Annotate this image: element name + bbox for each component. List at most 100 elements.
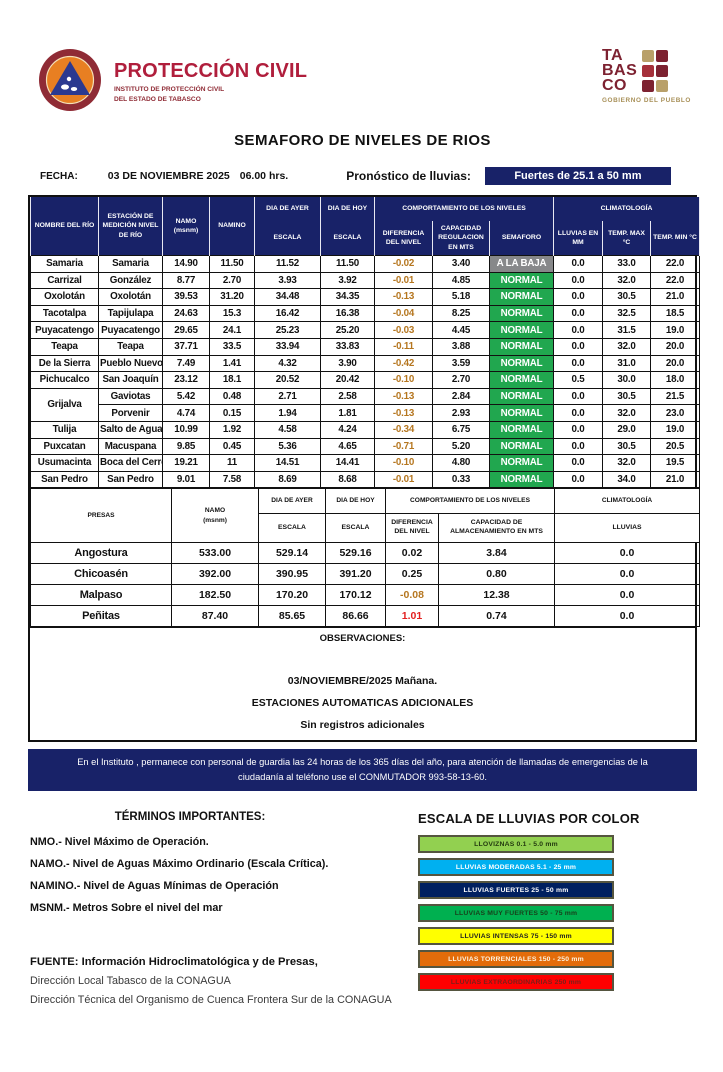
presa-lluvia-cell: 0.0 [554, 605, 701, 628]
capacidad-cell: 0.33 [432, 470, 490, 489]
term-item: NAMO.- Nivel de Aguas Máximo Ordinario (… [30, 858, 329, 871]
col-namo-line1: NAMO [175, 217, 197, 225]
temp-min-cell: 19.5 [650, 454, 701, 472]
temp-min-cell: 22.0 [650, 271, 701, 290]
escala-ayer-cell: 5.36 [254, 437, 321, 456]
capacidad-cell: 2.84 [432, 387, 490, 406]
capacidad-cell: 6.75 [432, 420, 490, 439]
namo-cell: 8.77 [162, 271, 210, 290]
col-presas-dia-ayer: DIA DE AYER [258, 488, 326, 515]
escala-ayer-cell: 25.23 [254, 321, 321, 339]
presa-diferencia-cell: 0.25 [385, 563, 439, 586]
col-estacion: ESTACIÓN DE MEDICIÓN NIVEL DE RÍO [98, 197, 163, 256]
observation-line: ESTACIONES AUTOMATICAS ADICIONALES [251, 697, 474, 710]
semaforo-badge: NORMAL [488, 321, 555, 339]
col-presas-namo: NAMO (msnm) [171, 488, 259, 544]
semaforo-badge: NORMAL [488, 454, 555, 472]
station-name-cell: Porvenir [98, 404, 163, 422]
capacidad-cell: 3.59 [432, 354, 490, 373]
tabasco-logo-row3: CO [602, 78, 691, 94]
tabasco-glyph-icon [655, 79, 668, 92]
page-title: SEMAFORO DE NIVELES DE RIOS [234, 132, 491, 149]
diferencia-cell: -0.13 [374, 404, 433, 422]
rain-scale-list: LLOVIZNAS 0.1 - 5.0 mm LLUVIAS MODERADAS … [418, 835, 668, 992]
temp-min-cell: 20.5 [650, 437, 701, 456]
semaforo-badge: NORMAL [488, 354, 555, 373]
station-name-cell: Oxolotán [98, 288, 163, 306]
brand-text: PROTECCIÓN CIVIL INSTITUTO DE PROTECCIÓN… [114, 60, 307, 105]
presa-row: Angostura 533.00 529.14 529.16 0.02 3.84 0.0 [30, 542, 701, 565]
namo-cell: 19.21 [162, 454, 210, 472]
temp-max-cell: 33.0 [602, 255, 652, 273]
temp-max-cell: 32.0 [602, 454, 652, 472]
presa-name-cell: Malpaso [30, 584, 172, 607]
escala-hoy-cell: 8.68 [320, 470, 375, 489]
river-row: Samaria Samaria 14.90 11.50 11.52 11.50 -0.02 3… [30, 255, 701, 273]
col-escala-ayer: ESCALA [254, 221, 321, 256]
station-name-cell: Samaria [98, 255, 163, 273]
org-subtitle-line2: DEL ESTADO DE TABASCO [114, 96, 201, 103]
namino-cell: 0.48 [209, 387, 255, 406]
col-presas-lluvias: LLUVIAS [554, 513, 701, 544]
lluvia-cell: 0.0 [553, 354, 604, 373]
temp-min-cell: 21.0 [650, 288, 701, 306]
presa-lluvia-cell: 0.0 [554, 584, 701, 607]
temp-min-cell: 22.0 [650, 255, 701, 273]
presa-diferencia-cell: 0.02 [385, 542, 439, 565]
col-namo-line2: (msnm) [173, 227, 199, 234]
capacidad-cell: 2.70 [432, 371, 490, 389]
river-name-cell: Usumacinta [30, 454, 99, 472]
pronostico-badge: Fuertes de 25.1 a 50 mm [484, 167, 671, 185]
lluvia-cell: 0.0 [553, 404, 604, 422]
station-name-cell: Puyacatengo [98, 321, 163, 339]
rain-scale-bar: LLUVIAS INTENSAS 75 - 150 mm [418, 927, 614, 946]
station-name-cell: Teapa [98, 337, 163, 356]
semaforo-badge: NORMAL [488, 337, 555, 356]
tabasco-word-ta: TA [601, 47, 624, 64]
namo-cell: 5.42 [162, 387, 210, 406]
presas-table-header: PRESAS NAMO (msnm) DIA DE AYER DIA DE HO… [30, 488, 701, 544]
lluvia-cell: 0.0 [553, 454, 604, 472]
namino-cell: 33.5 [209, 337, 255, 356]
col-temp-max: TEMP. MAX °C [602, 221, 652, 256]
temp-max-cell: 32.0 [602, 404, 652, 422]
col-diferencia: DIFERENCIA DEL NIVEL [374, 221, 433, 256]
lluvia-cell: 0.0 [553, 321, 604, 339]
namino-cell: 31.20 [209, 288, 255, 306]
tabasco-glyph-icon [655, 49, 668, 62]
escala-ayer-cell: 14.51 [254, 454, 321, 472]
temp-min-cell: 19.0 [650, 321, 701, 339]
temp-min-cell: 21.5 [650, 387, 701, 406]
fecha-value: 03 DE NOVIEMBRE 2025 [107, 170, 230, 182]
river-name-cell: Puyacatengo [30, 321, 99, 339]
capacidad-cell: 4.85 [432, 271, 490, 290]
temp-max-cell: 30.5 [602, 387, 652, 406]
lluvia-cell: 0.5 [553, 371, 604, 389]
namo-cell: 29.65 [162, 321, 210, 339]
col-temp-min: TEMP. MIN °C [650, 221, 701, 256]
lluvia-cell: 0.0 [553, 288, 604, 306]
lluvia-cell: 0.0 [553, 304, 604, 323]
lluvia-cell: 0.0 [553, 470, 604, 489]
tabasco-logo: TA BAS CO GOBIERNO DEL PUEBLO [601, 47, 691, 105]
col-lluvias: LLUVIAS EN MM [553, 221, 604, 256]
escala-hoy-cell: 25.20 [320, 321, 375, 339]
tabasco-glyph-icon [641, 49, 654, 62]
escala-hoy-cell: 1.81 [320, 404, 375, 422]
station-name-cell: Gaviotas [98, 387, 163, 406]
station-name-cell: Salto de Agua [98, 420, 163, 439]
namino-cell: 15.3 [209, 304, 255, 323]
escala-hoy-cell: 14.41 [320, 454, 375, 472]
source-block: FUENTE: Información Hidroclimatológica y… [30, 953, 410, 1010]
col-namino: NAMINO [209, 197, 255, 256]
col-dia-hoy: DIA DE HOY [320, 197, 375, 221]
term-item: MSNM.- Metros Sobre el nivel del mar [30, 902, 223, 915]
river-row: Oxolotán Oxolotán 39.53 31.20 34.48 34.35 -0.1… [30, 288, 701, 306]
temp-max-cell: 30.5 [602, 288, 652, 306]
temp-max-cell: 32.5 [602, 304, 652, 323]
col-comportamiento: COMPORTAMIENTO DE LOS NIVELES [373, 197, 555, 221]
namino-cell: 24.1 [209, 321, 255, 339]
river-row: Tacotalpa Tapijulapa 24.63 15.3 16.42 16.38 -0… [30, 304, 701, 323]
tabasco-word-bas: BAS [601, 62, 638, 79]
source-line2: Dirección Local Tabasco de la CONAGUA [30, 975, 231, 988]
